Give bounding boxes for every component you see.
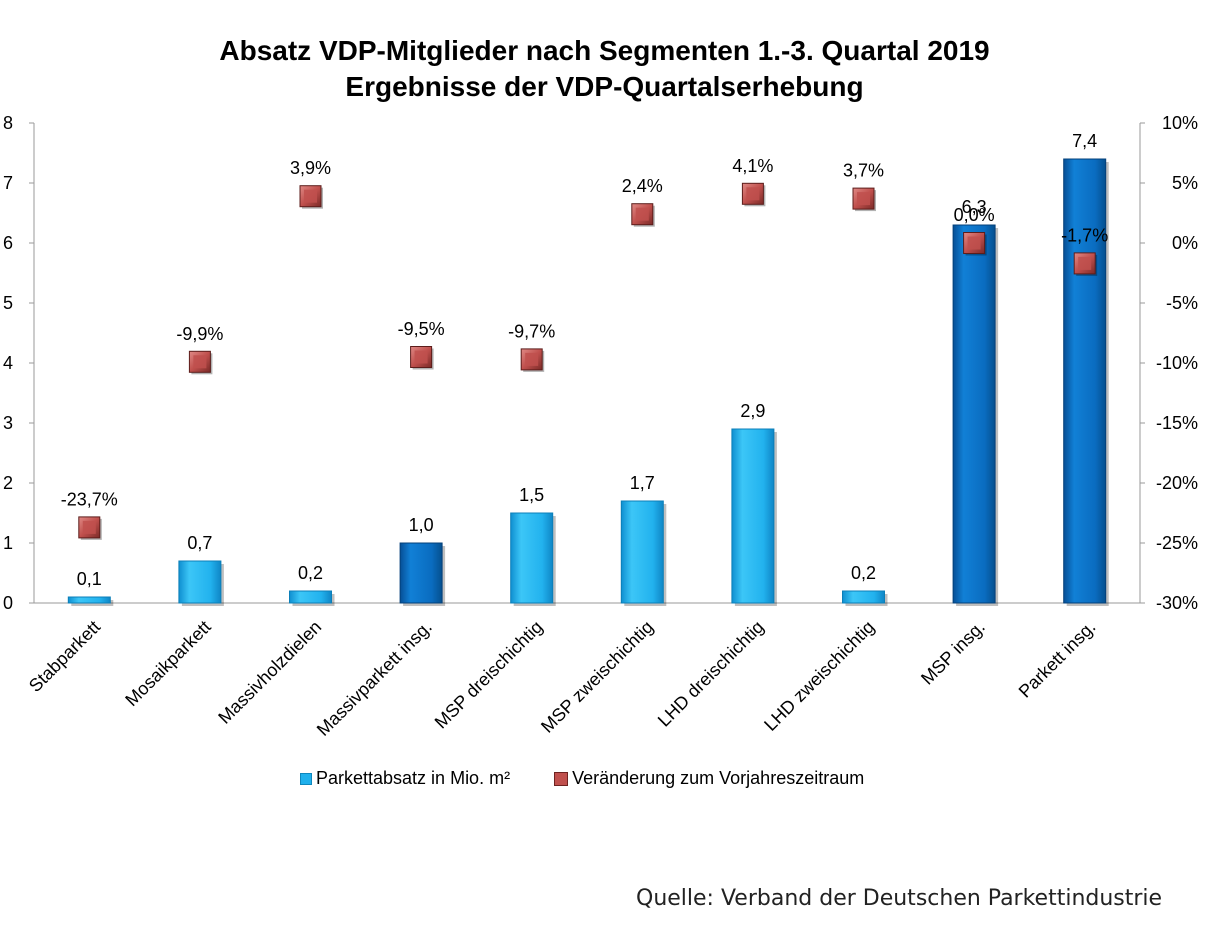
source-note: Quelle: Verband der Deutschen Parkettind…	[636, 886, 1163, 911]
category-label: MSP zweischichtig	[537, 617, 657, 737]
change-value-label: 3,9%	[290, 158, 331, 178]
bar	[620, 500, 664, 604]
left-tick-label: 0	[3, 593, 13, 613]
right-tick-label: -20%	[1156, 473, 1198, 493]
change-marker-face	[82, 520, 96, 534]
change-value-label: 4,1%	[732, 156, 773, 176]
right-tick-label: 10%	[1162, 113, 1198, 133]
change-value-label: -9,7%	[508, 321, 555, 341]
category-label: Massivholzdielen	[214, 617, 325, 728]
change-marker-face	[967, 236, 981, 250]
change-value-label: 0,0%	[954, 205, 995, 225]
bar-value-label: 6,3	[962, 197, 987, 217]
change-marker-face	[635, 207, 649, 221]
bar-value-label: 0,2	[851, 563, 876, 583]
change-marker-face	[525, 352, 539, 366]
left-tick-label: 7	[3, 173, 13, 193]
change-marker-face	[1078, 256, 1092, 270]
legend-label-bars: Parkettabsatz in Mio. m²	[316, 768, 511, 788]
category-label: Parkett insg.	[1015, 617, 1100, 702]
bar	[1063, 158, 1107, 604]
right-tick-label: -30%	[1156, 593, 1198, 613]
bar-value-label: 1,5	[519, 485, 544, 505]
bar	[67, 596, 111, 604]
bar	[952, 224, 996, 604]
legend-swatch-markers	[554, 771, 569, 786]
bar	[842, 590, 885, 604]
legend-item-bars: Parkettabsatz in Mio. m²	[300, 768, 510, 789]
bar	[510, 512, 554, 604]
legend-swatch-bars	[300, 772, 312, 785]
change-value-label: -9,5%	[398, 319, 445, 339]
chart-title: Absatz VDP-Mitglieder nach Segmenten 1.-…	[219, 35, 990, 66]
bar-value-label: 0,1	[77, 569, 102, 589]
bar-value-label: 1,7	[630, 473, 655, 493]
category-label: MSP insg.	[917, 617, 989, 689]
legend-label-markers: Veränderung zum Vorjahreszeitraum	[572, 768, 865, 788]
legend-item-markers: Veränderung zum Vorjahreszeitraum	[554, 768, 864, 789]
bar-value-label: 0,7	[187, 533, 212, 553]
chart-subtitle: Ergebnisse der VDP-Quartalserhebung	[345, 71, 864, 102]
left-tick-label: 2	[3, 473, 13, 493]
left-tick-label: 6	[3, 233, 13, 253]
change-marker-face	[746, 187, 760, 201]
bar-value-label: 0,2	[298, 563, 323, 583]
change-value-label: 2,4%	[622, 176, 663, 196]
change-marker-face	[193, 355, 207, 369]
category-label: LHD zweischichtig	[760, 617, 878, 735]
bar	[731, 428, 775, 604]
chart-plot: 0 1 2 3 4 5 6 7 8 -30% -25% -20% -15% -10% -5% 0% 5% 10% 0…	[3, 113, 1198, 740]
right-tick-label: 5%	[1172, 173, 1198, 193]
left-tick-label: 3	[3, 413, 13, 433]
category-label: LHD dreischichtig	[654, 617, 768, 731]
bar-value-label: 2,9	[740, 401, 765, 421]
bar-value-label: 7,4	[1072, 131, 1097, 151]
left-tick-label: 4	[3, 353, 13, 373]
bar	[178, 560, 222, 604]
change-marker-face	[304, 189, 317, 203]
category-label: MSP dreischichtig	[431, 617, 547, 733]
right-tick-label: -15%	[1156, 413, 1198, 433]
left-tick-label: 1	[3, 533, 13, 553]
category-label: Mosaikparkett	[121, 617, 214, 710]
bar	[399, 542, 443, 604]
right-tick-label: -5%	[1166, 293, 1198, 313]
legend: Parkettabsatz in Mio. m² Veränderung zum…	[300, 768, 908, 789]
bar	[289, 590, 332, 604]
change-marker-face	[857, 192, 870, 206]
left-tick-label: 8	[3, 113, 13, 133]
category-label: Stabparkett	[25, 617, 104, 696]
change-value-label: -1,7%	[1061, 225, 1108, 245]
left-tick-label: 5	[3, 293, 13, 313]
change-value-label: 3,7%	[843, 161, 884, 181]
change-value-label: -9,9%	[176, 324, 223, 344]
category-label: Massivparkett insg.	[313, 617, 436, 740]
right-tick-label: -25%	[1156, 533, 1198, 553]
change-marker-face	[414, 350, 428, 364]
right-tick-label: 0%	[1172, 233, 1198, 253]
bar-value-label: 1,0	[409, 515, 434, 535]
change-value-label: -23,7%	[61, 489, 118, 509]
right-tick-label: -10%	[1156, 353, 1198, 373]
